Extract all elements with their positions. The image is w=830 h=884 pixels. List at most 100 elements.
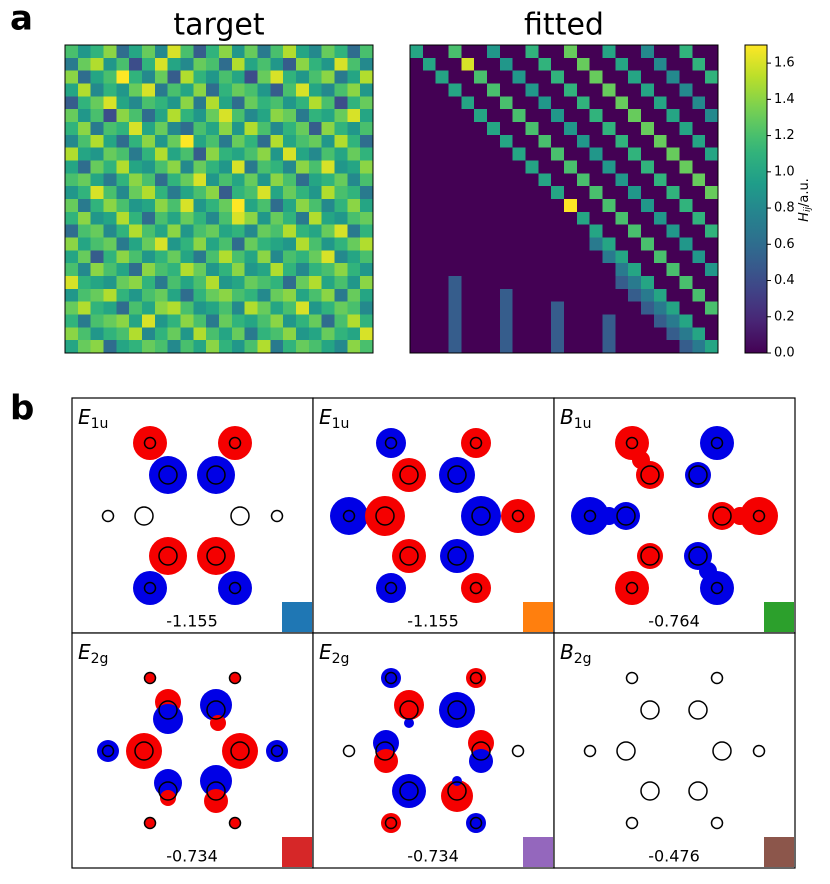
heatmap-cell [538, 134, 552, 149]
heatmap-cell [167, 173, 181, 187]
heatmap-cell [296, 45, 310, 59]
heatmap-cell [487, 122, 501, 136]
heatmap-cell [90, 160, 104, 174]
heatmap-cell [219, 122, 233, 136]
heatmap-cell [308, 147, 323, 161]
heatmap-cell [129, 199, 143, 213]
heatmap-cell [525, 83, 539, 97]
heatmap-cell [615, 173, 629, 187]
heatmap-cell [564, 301, 578, 315]
heatmap-cell [461, 250, 475, 264]
heatmap-cell [641, 237, 655, 251]
heatmap-cell [154, 122, 169, 136]
heatmap-cell [77, 186, 92, 200]
heatmap-cell [90, 224, 104, 238]
heatmap-cell [296, 199, 310, 213]
heatmap-cell [103, 57, 117, 72]
atom [158, 700, 178, 720]
heatmap-cell [283, 83, 297, 97]
heatmap-cell [334, 250, 348, 264]
heatmap-cell [129, 57, 143, 72]
heatmap-cell [435, 109, 449, 123]
heatmap-cell [538, 70, 552, 84]
heatmap-cell [615, 134, 629, 149]
orbital-lobe [145, 673, 155, 683]
heatmap-cell [705, 96, 719, 110]
heatmap-cell [487, 288, 501, 303]
heatmap-cell [628, 83, 642, 97]
heatmap-cell [525, 45, 539, 59]
heatmap-cell [602, 96, 616, 110]
heatmap-cell [65, 237, 79, 251]
orbital-panel: E1u -1.155 [71, 397, 314, 634]
heatmap-cell [422, 45, 437, 59]
heatmap-cell [334, 173, 348, 187]
heatmap-cell [576, 83, 591, 97]
heatmap-cell [525, 134, 539, 149]
orbital-lobe [149, 537, 187, 575]
heatmap-cell [692, 237, 706, 251]
heatmap-cell [129, 83, 143, 97]
heatmap-cell [448, 173, 462, 187]
heatmap-cell [180, 211, 194, 226]
heatmap-cell [679, 147, 693, 161]
heatmap-cell [525, 96, 539, 110]
orbital-lobe [439, 692, 475, 728]
heatmap-cell [142, 250, 156, 264]
heatmap-cell [321, 263, 335, 277]
heatmap-cell [487, 314, 501, 328]
heatmap-cell [666, 250, 680, 264]
heatmap-cell [334, 134, 348, 149]
atom [469, 436, 483, 450]
heatmap-cell [461, 45, 475, 59]
heatmap-cell [525, 109, 539, 123]
heatmap-cell [270, 147, 284, 161]
heatmap-cell [360, 96, 374, 110]
heatmap-cell [448, 147, 462, 161]
heatmap-cell [564, 96, 578, 110]
heatmap-cell [589, 57, 603, 72]
heatmap-cell [193, 83, 207, 97]
heatmap-cell [142, 211, 156, 226]
heatmap-cell [576, 276, 591, 290]
heatmap-cell [705, 70, 719, 84]
heatmap-cell [538, 263, 552, 277]
heatmap-cell [615, 237, 629, 251]
orbital-color [764, 602, 794, 632]
heatmap-cell [231, 276, 246, 290]
heatmap-cell [180, 109, 194, 123]
heatmap-cell [589, 288, 603, 303]
heatmap-cell [653, 83, 668, 97]
heatmap-cell [564, 263, 578, 277]
atom [206, 781, 226, 801]
heatmap-cell [296, 301, 310, 315]
heatmap-cell [180, 327, 194, 341]
heatmap-cell [360, 276, 374, 290]
heatmap-cell [551, 224, 565, 238]
atom [710, 581, 724, 595]
heatmap-cell [219, 276, 233, 290]
label-symbol: B [560, 640, 574, 664]
heatmap-cell [461, 199, 475, 213]
atom [640, 546, 660, 566]
heatmap-cell [410, 288, 424, 303]
heatmap-cell [679, 263, 693, 277]
heatmap-cell [206, 199, 220, 213]
heatmap-cell [525, 288, 539, 303]
heatmap-cell [103, 340, 117, 354]
heatmap-cell [219, 224, 233, 238]
heatmap-cell [360, 109, 374, 123]
heatmap-cell [705, 109, 719, 123]
heatmap-cell [257, 314, 271, 328]
atom [228, 436, 242, 450]
heatmap-cell [283, 211, 297, 226]
heatmap-cell [448, 199, 462, 213]
orbital-lobe [126, 733, 162, 769]
atom [206, 700, 226, 720]
heatmap-cell [410, 57, 424, 72]
atom [625, 671, 639, 685]
heatmap-cell [257, 211, 271, 226]
heatmap-cell [538, 340, 552, 354]
panel-label: b [10, 389, 34, 429]
atom [158, 781, 178, 801]
